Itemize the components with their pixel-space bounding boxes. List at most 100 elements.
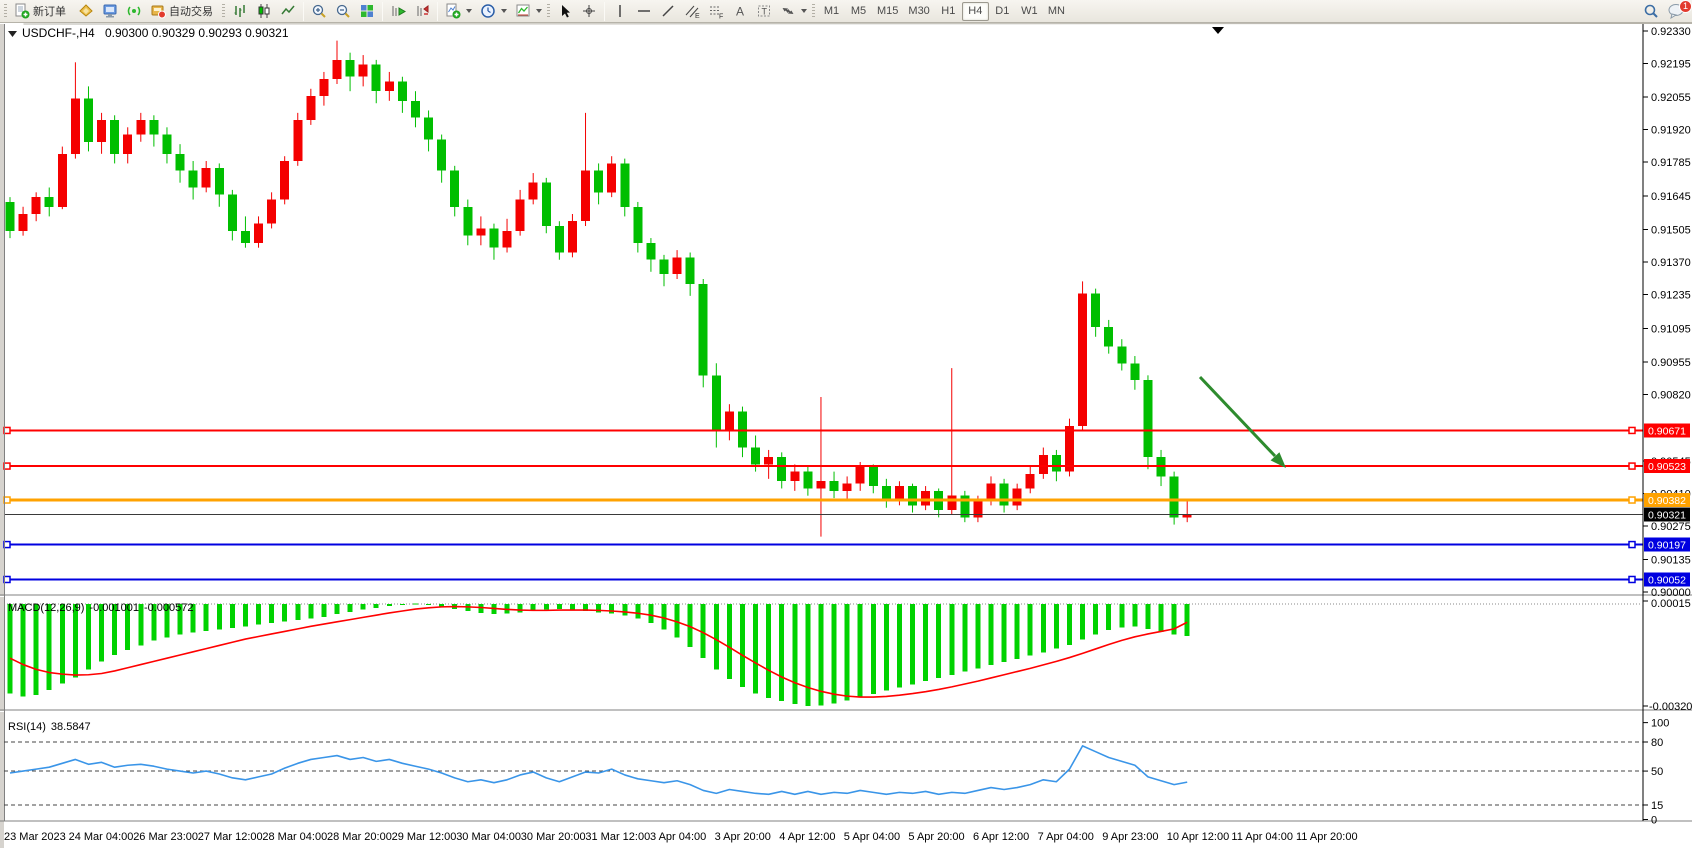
text-label-tool-button[interactable]: T (752, 1, 776, 22)
crosshair-tool-button[interactable] (577, 1, 601, 22)
svg-text:0.90671: 0.90671 (1648, 425, 1686, 437)
annotation-arrow[interactable] (1198, 375, 1286, 468)
svg-text:F: F (719, 14, 723, 20)
search-button[interactable] (1639, 1, 1663, 22)
time-tick-label: 30 Mar 20:00 (521, 831, 586, 843)
new-order-icon (14, 3, 30, 19)
time-tick-label: 28 Mar 20:00 (327, 831, 392, 843)
line-chart-button[interactable] (276, 1, 300, 22)
price-tick-label: 0.91920 (1651, 125, 1691, 137)
notification-badge: 1 (1679, 0, 1692, 13)
tile-windows-button[interactable] (355, 1, 379, 22)
price-tick-label: 0.90275 (1651, 521, 1691, 533)
svg-text:0.90321: 0.90321 (1648, 510, 1686, 522)
candlestick-button[interactable] (252, 1, 276, 22)
time-tick-label: 9 Apr 23:00 (1102, 831, 1158, 843)
zoom-in-button[interactable] (307, 1, 331, 22)
time-tick-label: 29 Mar 12:00 (392, 831, 457, 843)
timeframe-button-m15[interactable]: M15 (877, 5, 899, 17)
symbol-dropdown-icon[interactable] (8, 31, 17, 37)
price-badge: 0.90382 (1644, 493, 1690, 508)
time-axis[interactable]: 23 Mar 2023 24 Mar 04:00 26 Mar 23:00 27 Ma… (4, 831, 1358, 843)
cursor-tool-button[interactable] (553, 1, 577, 22)
chart-shift-button[interactable] (410, 1, 434, 22)
zoom-out-button[interactable] (331, 1, 355, 22)
dropdown-arrow-icon (466, 9, 472, 13)
fibonacci-tool-button[interactable]: F (704, 1, 728, 22)
chart-shift-icon (414, 3, 430, 19)
crosshair-icon (581, 3, 597, 19)
signals-button[interactable] (122, 1, 146, 22)
profiles-button[interactable] (98, 1, 122, 22)
timeframe-button-w1[interactable]: W1 (1021, 5, 1038, 17)
rsi-tick-label: 80 (1651, 737, 1663, 749)
template-icon (515, 3, 531, 19)
svg-text:T: T (762, 7, 768, 17)
signal-icon (126, 3, 142, 19)
vertical-line-tool-button[interactable] (608, 1, 632, 22)
arrows-tool-button[interactable] (776, 1, 811, 22)
main-toolbar: 新订单 自动交易 (0, 0, 1692, 23)
timeframe-button-h1[interactable]: H1 (941, 5, 956, 17)
price-tick-label: 0.90135 (1651, 554, 1691, 566)
macd-axis-max: 0.00015 (1651, 598, 1691, 610)
macd-axis-min: -0.003208 (1649, 701, 1692, 713)
svg-text:0.90382: 0.90382 (1648, 495, 1686, 507)
time-tick-label: 31 Mar 12:00 (585, 831, 650, 843)
price-axis[interactable]: 0.92330 0.92195 0.92055 0.91920 0.91785 0.916… (1643, 26, 1691, 599)
timeframe-button-mn[interactable]: MN (1047, 5, 1065, 17)
new-order-label: 新订单 (33, 6, 66, 18)
rsi-tick-label: 100 (1651, 718, 1669, 730)
time-tick-label: 30 Mar 04:00 (456, 831, 521, 843)
indicators-button[interactable] (441, 1, 476, 22)
chart-shift-marker[interactable] (1212, 27, 1224, 34)
time-tick-label: 10 Apr 12:00 (1167, 831, 1229, 843)
channel-tool-button[interactable]: E (680, 1, 704, 22)
dropdown-arrow-icon (801, 9, 807, 13)
trendline-tool-button[interactable] (656, 1, 680, 22)
price-badge: 0.90052 (1644, 572, 1690, 587)
search-icon (1643, 3, 1659, 19)
chat-button[interactable]: 1 (1663, 0, 1692, 22)
toolbar-grip (222, 3, 225, 19)
trendline-icon (660, 3, 676, 19)
cursor-icon (557, 3, 573, 19)
time-tick-label: 11 Apr 20:00 (1296, 831, 1358, 843)
horizontal-line-tool-button[interactable] (632, 1, 656, 22)
price-tick-label: 0.90955 (1651, 357, 1691, 369)
price-badge: 0.90197 (1644, 537, 1690, 552)
auto-scroll-button[interactable] (386, 1, 410, 22)
periods-button[interactable] (476, 1, 511, 22)
auto-trading-icon (150, 3, 166, 19)
toolbar-grip (4, 3, 7, 19)
new-order-button[interactable]: 新订单 (10, 1, 74, 22)
time-tick-label: 4 Apr 12:00 (779, 831, 835, 843)
timeframe-button-h4[interactable]: H4 (961, 1, 989, 21)
line-chart-icon (280, 3, 296, 19)
bar-chart-button[interactable] (228, 1, 252, 22)
price-tick-label: 0.91370 (1651, 257, 1691, 269)
timeframe-button-m30[interactable]: M30 (908, 5, 930, 17)
time-tick-label: 5 Apr 20:00 (908, 831, 964, 843)
timeframe-button-m1[interactable]: M1 (823, 5, 840, 17)
indicators-icon (445, 3, 461, 19)
horizontal-line-icon (636, 3, 652, 19)
rsi-tick-label: 50 (1651, 766, 1663, 778)
templates-button[interactable] (511, 1, 546, 22)
timeframe-button-m5[interactable]: M5 (850, 5, 867, 17)
auto-trading-button[interactable]: 自动交易 (146, 1, 221, 22)
macd-indicator: MACD(12,26,9) -0.001001 -0.000572 0.00015 -0… (4, 598, 1692, 713)
vertical-line-icon (612, 3, 628, 19)
svg-text:0.90523: 0.90523 (1648, 461, 1686, 473)
text-tool-button[interactable]: A (728, 1, 752, 22)
time-tick-label: 24 Mar 04:00 (69, 831, 134, 843)
time-tick-label: 6 Apr 12:00 (973, 831, 1029, 843)
time-tick-label: 26 Mar 23:00 (133, 831, 198, 843)
price-tick-label: 0.91235 (1651, 290, 1691, 302)
styles-button[interactable] (74, 1, 98, 22)
horizontal-lines[interactable] (3, 426, 1643, 584)
rsi-tick-label: 15 (1651, 800, 1663, 812)
timeframe-button-d1[interactable]: D1 (995, 5, 1010, 17)
